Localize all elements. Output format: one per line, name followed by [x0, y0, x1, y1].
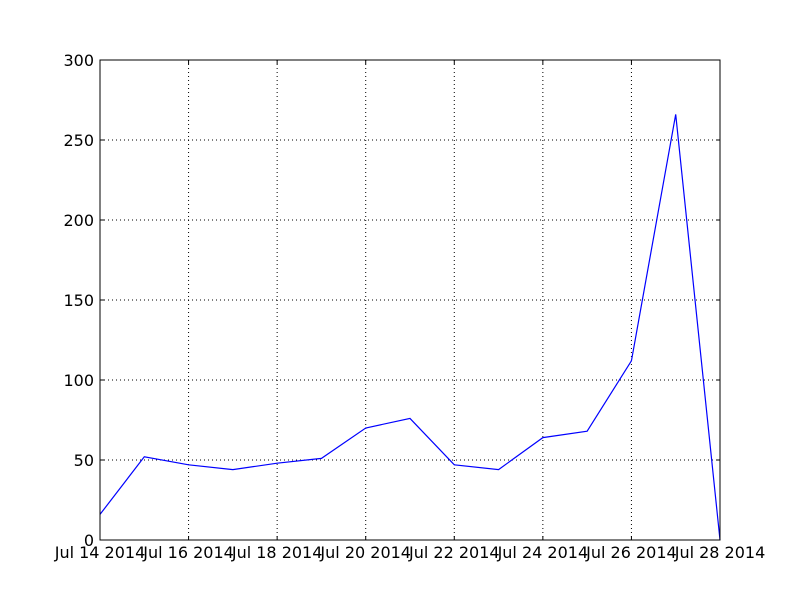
y-tick-label: 50	[74, 451, 94, 470]
x-tick-label: Jul 22 2014	[408, 543, 500, 562]
x-tick-label: Jul 20 2014	[319, 543, 411, 562]
series-line	[99, 114, 721, 541]
y-tick-label: 250	[63, 131, 94, 150]
y-tick-label: 100	[63, 371, 94, 390]
y-tick-labels: 0 50 100 150 200 250 300	[63, 51, 94, 550]
y-tick-label: 300	[63, 51, 94, 70]
x-tick-label: Jul 14 2014	[54, 543, 146, 562]
y-tick-label: 200	[63, 211, 94, 230]
x-tick-label: Jul 24 2014	[497, 543, 589, 562]
y-tick-label: 150	[63, 291, 94, 310]
x-tick-label: Jul 28 2014	[674, 543, 766, 562]
x-tick-label: Jul 18 2014	[231, 543, 323, 562]
ticks	[99, 59, 721, 541]
series-layer	[99, 114, 721, 541]
grid-lines	[100, 60, 720, 540]
x-tick-label: Jul 26 2014	[585, 543, 677, 562]
x-tick-label: Jul 16 2014	[142, 543, 234, 562]
y-tick-label: 0	[84, 531, 94, 550]
